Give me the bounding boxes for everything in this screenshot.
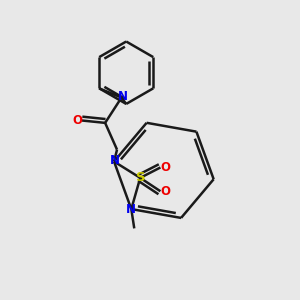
Text: N: N — [110, 154, 120, 167]
Text: N: N — [117, 90, 128, 103]
Text: O: O — [161, 185, 171, 198]
Text: N: N — [126, 203, 136, 216]
Text: O: O — [72, 114, 82, 127]
Text: O: O — [161, 161, 171, 174]
Text: S: S — [136, 171, 146, 184]
